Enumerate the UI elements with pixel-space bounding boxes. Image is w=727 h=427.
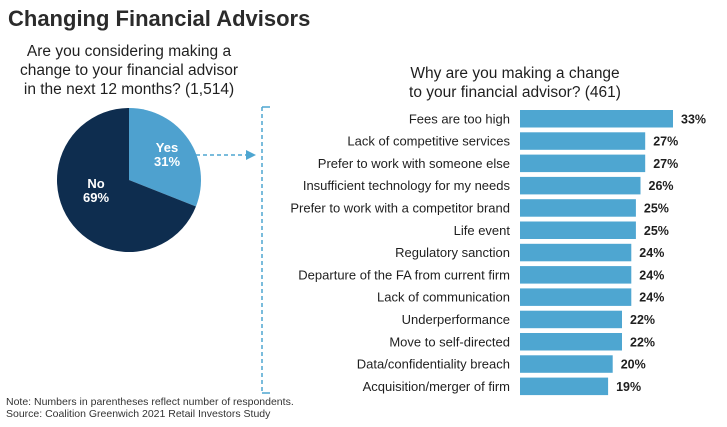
- bar: [520, 355, 613, 373]
- bar-value-label: 19%: [616, 380, 641, 394]
- bar-category-label: Fees are too high: [409, 111, 510, 126]
- bar: [520, 288, 632, 306]
- bar-category-label: Underperformance: [402, 312, 510, 327]
- bar-value-label: 27%: [653, 157, 678, 171]
- bar: [520, 243, 632, 262]
- bar-value-label: 22%: [630, 335, 655, 349]
- bar: [520, 221, 636, 239]
- pie-question-line: in the next 12 months? (1,514): [23, 81, 235, 98]
- bar-category-label: Data/confidentiality breach: [357, 357, 510, 372]
- bar-category-label: Departure of the FA from current firm: [298, 267, 510, 282]
- bar-category-label: Life event: [454, 223, 511, 238]
- pie-question-line: change to your financial advisor: [20, 62, 238, 79]
- bar-value-label: 27%: [653, 135, 678, 149]
- bar-value-label: 25%: [644, 201, 669, 215]
- note-line: Note: Numbers in parentheses reflect num…: [6, 396, 294, 408]
- bar-value-label: 25%: [644, 224, 669, 238]
- bar-value-label: 22%: [630, 313, 655, 327]
- bar: [520, 266, 632, 284]
- pie-label-no: No: [87, 176, 104, 191]
- bar: [520, 333, 622, 351]
- bar: [520, 154, 646, 173]
- bar-category-label: Lack of competitive services: [347, 134, 510, 149]
- bar: [520, 132, 646, 150]
- bar-category-label: Move to self-directed: [389, 334, 510, 349]
- note-line: Source: Coalition Greenwich 2021 Retail …: [6, 408, 271, 420]
- note: Note: Numbers in parentheses reflect num…: [6, 396, 294, 420]
- connector-arrow: [246, 150, 256, 160]
- bar-question-line: to your financial advisor? (461): [409, 84, 621, 101]
- pie-label-yes: Yes: [156, 140, 178, 155]
- chart-title: Changing Financial Advisors: [8, 6, 311, 31]
- pie-question: Are you considering making a change to y…: [0, 42, 258, 99]
- bar: [520, 310, 622, 329]
- bar-value-label: 20%: [621, 358, 646, 372]
- bar-category-label: Insufficient technology for my needs: [303, 178, 511, 193]
- bar-value-label: 33%: [681, 112, 706, 126]
- pie-question-line: Are you considering making a: [26, 43, 232, 60]
- bar-value-label: 26%: [649, 179, 674, 193]
- bar-value-label: 24%: [639, 268, 664, 282]
- bar-category-label: Prefer to work with a competitor brand: [290, 200, 510, 215]
- bar-category-label: Lack of communication: [377, 290, 510, 305]
- pie-slice-yes: [129, 108, 201, 207]
- bar-category-label: Acquisition/merger of firm: [363, 379, 510, 394]
- bar-value-label: 24%: [639, 291, 664, 305]
- bar-category-label: Regulatory sanction: [395, 245, 510, 260]
- pie-value-no: 69%: [83, 190, 109, 205]
- bar-question-line: Why are you making a change: [410, 65, 620, 82]
- bar-category-label: Prefer to work with someone else: [318, 156, 510, 171]
- bar: [520, 176, 641, 195]
- bar: [520, 377, 609, 396]
- bar-question: Why are you making a change to your fina…: [360, 64, 670, 102]
- bar-value-label: 24%: [639, 246, 664, 260]
- bar: [520, 110, 673, 128]
- bar: [520, 199, 636, 217]
- pie-value-yes: 31%: [154, 154, 180, 169]
- pie-slice-no: [56, 108, 196, 252]
